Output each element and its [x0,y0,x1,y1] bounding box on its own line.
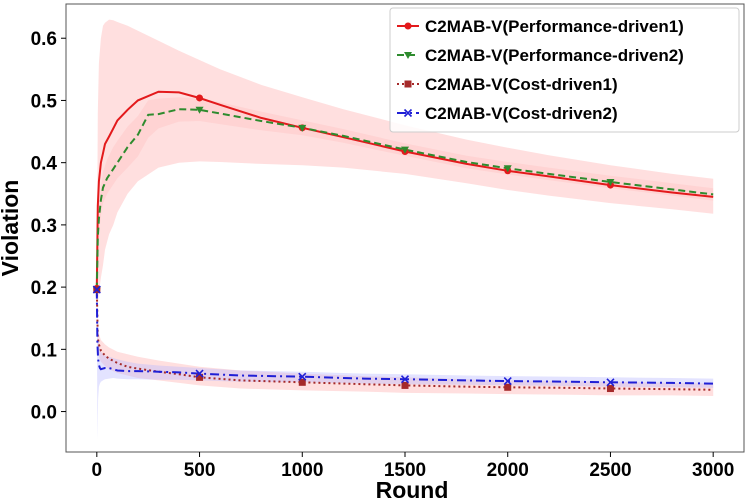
y-axis-label: Violation [0,180,23,277]
y-tick-label-3: 0.2 [31,278,57,299]
x-axis-label: Round [376,477,449,502]
legend-label-1: C2MAB-V(Performance-driven1) [425,17,684,36]
x-tick-label-3: 1000 [281,460,323,481]
y-tick-label-7: 0.6 [31,29,57,50]
x-tick-label-6: 2500 [589,460,631,481]
series-4-marker-3 [298,372,307,381]
series-line-3 [95,289,714,391]
legend: C2MAB-V(Performance-driven1) C2MAB-V(Perf… [389,7,740,133]
x-tick-label-7: 3000 [692,460,734,481]
x-tick-label-2: 500 [184,460,216,481]
series-4-marker-2 [195,369,204,378]
x-axis-ticks: 0 500 1000 1500 2000 2500 3000 [92,452,734,481]
confidence-band-1 [96,19,714,306]
y-tick-label-2: 0.1 [31,340,58,361]
series-2-marker-2 [195,106,204,114]
series-2-marker-6 [606,178,615,186]
series-3-marker-3 [298,378,306,386]
legend-label-4: C2MAB-V(Cost-driven2) [425,104,618,123]
legend-box [389,7,740,133]
series-1-marker-2 [196,94,204,102]
legend-marker-3 [404,80,412,88]
x-tick-label-4: 1500 [384,460,426,481]
y-tick-label-5: 0.4 [31,154,58,175]
series-4-marker-1 [92,285,101,294]
series-3-marker-6 [606,385,614,393]
series-4-marker-4 [400,375,410,384]
legend-marker-2 [404,52,412,59]
legend-marker-1 [404,22,412,30]
x-tick-label-5: 2000 [487,460,529,481]
y-axis-ticks: 0.0 0.1 0.2 0.3 0.4 0.5 0.6 [31,29,66,424]
x-tick-label-1: 0 [92,460,103,481]
series-2-marker-5 [503,165,512,173]
series-3-marker-2 [196,373,204,381]
y-tick-label-1: 0.0 [31,403,57,424]
series-line-4 [95,289,714,385]
series-3-marker-5 [504,383,512,391]
y-tick-label-4: 0.3 [31,216,57,237]
series-2-marker-4 [401,146,409,154]
series-2-marker-3 [298,124,307,132]
legend-label-3: C2MAB-V(Cost-driven1) [425,75,618,94]
legend-label-2: C2MAB-V(Performance-driven2) [425,46,684,65]
series-4-marker-5 [503,377,512,386]
confidence-band-2 [96,97,714,294]
series-markers [92,94,615,393]
y-tick-label-6: 0.5 [31,91,58,112]
series-3-marker-4 [401,381,409,389]
confidence-band-3 [96,287,714,396]
confidence-bands [96,19,714,440]
legend-marker-4 [403,108,413,118]
series-4-marker-6 [606,378,615,387]
